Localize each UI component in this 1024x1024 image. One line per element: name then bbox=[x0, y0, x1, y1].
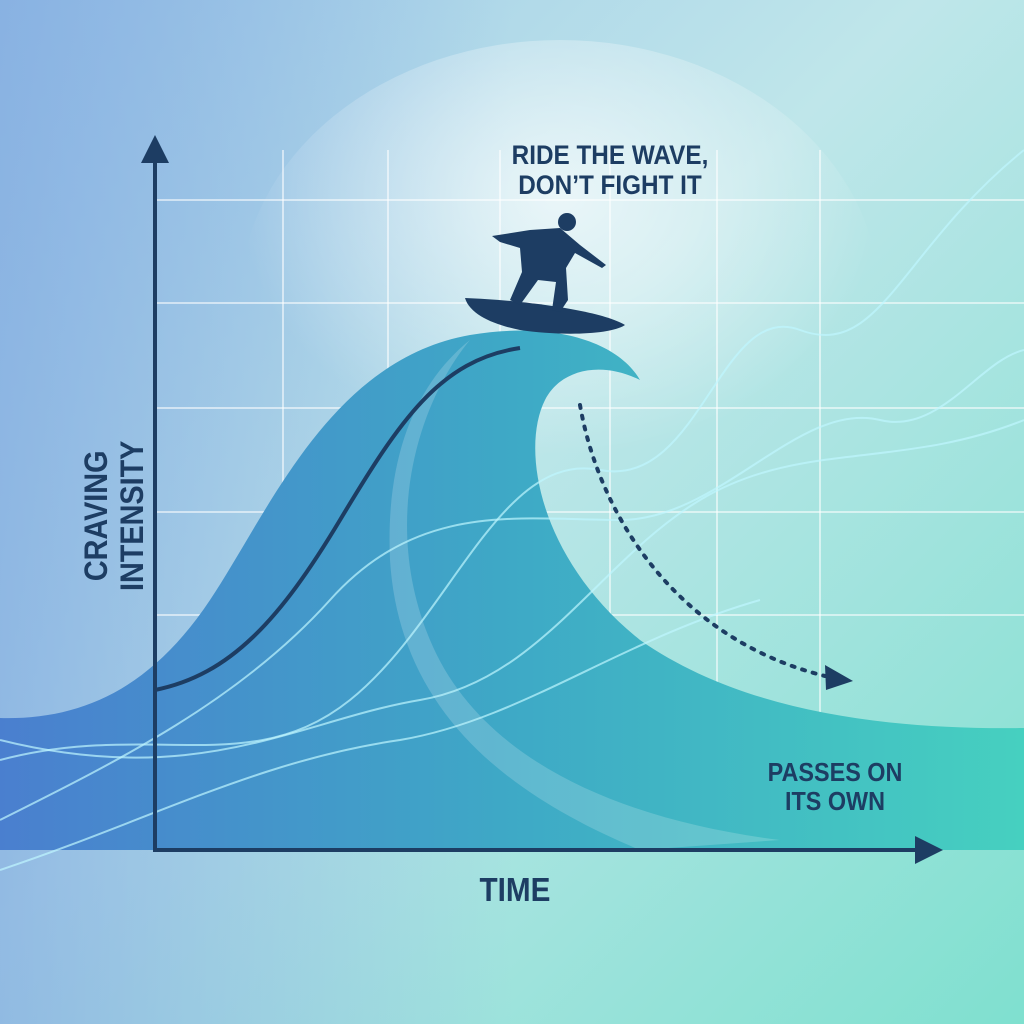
diagram-title: RIDE THE WAVE, DON’T FIGHT IT bbox=[484, 140, 736, 200]
passes-annotation: PASSES ON ITS OWN bbox=[745, 757, 925, 817]
title-line-2: DON’T FIGHT IT bbox=[518, 170, 702, 201]
annotation-line-1: PASSES ON bbox=[767, 757, 903, 787]
y-axis-label: CRAVING INTENSITY bbox=[78, 440, 150, 592]
axes bbox=[141, 135, 943, 864]
craving-curve bbox=[154, 346, 521, 692]
dotted-arrow-icon bbox=[578, 403, 827, 678]
wave bbox=[0, 330, 1024, 851]
annotation-line-2: ITS OWN bbox=[784, 786, 886, 817]
surfer-silhouette-icon bbox=[465, 213, 625, 334]
title-line-1: RIDE THE WAVE, bbox=[511, 140, 709, 170]
x-axis-label: TIME bbox=[479, 871, 551, 908]
